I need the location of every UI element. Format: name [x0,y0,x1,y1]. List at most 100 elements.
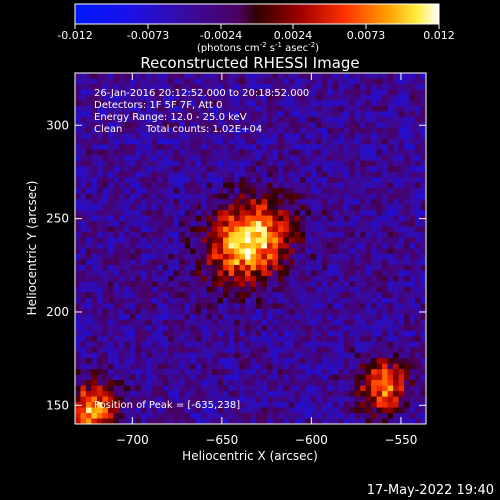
heatmap-cell [80,127,87,134]
heatmap-cell [146,204,153,211]
heatmap-cell [140,325,147,332]
heatmap-cell [365,336,372,343]
heatmap-cell [245,133,251,140]
heatmap-cell [151,347,158,354]
heatmap-cell [223,347,229,354]
heatmap-cell [228,133,235,140]
heatmap-cell [75,363,81,370]
heatmap-cell [80,160,87,167]
heatmap-cell [327,237,334,244]
heatmap-cell [146,275,153,282]
heatmap-cell [288,275,295,282]
heatmap-cell [376,248,383,255]
heatmap-cell [409,281,416,288]
heatmap-cell [118,232,125,238]
heatmap-cell [288,352,295,359]
heatmap-cell [135,418,142,425]
heatmap-cell [173,325,180,332]
heatmap-cell [371,380,377,386]
heatmap-cell [332,341,339,348]
heatmap-cell [415,138,421,145]
heatmap-cell [157,369,164,375]
heatmap-cell [140,210,147,216]
heatmap-cell [217,226,224,233]
heatmap-cell [75,297,81,304]
heatmap-cell [382,204,388,211]
heatmap-cell [124,418,131,425]
heatmap-cell [228,286,235,293]
heatmap-cell [75,369,81,375]
heatmap-cell [382,127,388,134]
heatmap-cell [393,127,399,134]
heatmap-cell [151,116,158,123]
heatmap-cell [327,182,334,189]
heatmap-cell [234,341,240,348]
heatmap-cell [338,259,345,266]
heatmap-cell [85,253,92,260]
heatmap-cell [305,270,312,277]
heatmap-cell [168,188,175,194]
heatmap-cell [250,127,257,134]
heatmap-cell [91,232,98,238]
heatmap-cell [354,385,361,392]
heatmap-cell [360,314,367,321]
heatmap-cell [321,188,328,194]
heatmap-cell [349,226,356,233]
heatmap-cell [376,325,383,332]
heatmap-cell [255,111,262,118]
heatmap-cell [393,226,399,233]
heatmap-cell [135,149,142,156]
heatmap-cell [360,155,367,162]
heatmap-cell [343,182,350,189]
heatmap-cell [409,391,416,397]
heatmap-cell [305,221,312,227]
heatmap-cell [294,319,301,326]
heatmap-cell [266,78,273,85]
heatmap-cell [195,138,202,145]
heatmap-cell [343,188,350,194]
heatmap-cell [239,111,246,118]
heatmap-cell [179,138,186,145]
heatmap-cell [266,264,273,271]
heatmap-cell [96,264,103,271]
heatmap-cell [239,221,246,227]
heatmap-cell [151,413,158,419]
heatmap-cell [151,407,158,414]
heatmap-cell [310,215,317,222]
heatmap-cell [239,319,246,326]
heatmap-cell [365,253,372,260]
heatmap-cell [393,391,399,397]
heatmap-cell [135,116,142,123]
heatmap-cell [184,407,191,414]
heatmap-cell [288,232,295,238]
heatmap-cell [376,105,383,112]
heatmap-cell [80,407,87,414]
heatmap-cell [349,275,356,282]
heatmap-cell [223,281,229,288]
heatmap-cell [162,253,169,260]
heatmap-cell [261,160,268,167]
heatmap-cell [80,122,87,129]
heatmap-cell [195,314,202,321]
heatmap-cell [310,193,317,200]
heatmap-cell [404,303,410,310]
heatmap-cell [398,325,405,332]
heatmap-cell [135,253,142,260]
heatmap-cell [283,199,290,205]
heatmap-cell [129,374,136,381]
heatmap-cell [140,248,147,255]
heatmap-cell [80,232,87,238]
heatmap-cell [102,352,109,359]
heatmap-cell [310,177,317,184]
heatmap-cell [179,336,186,343]
heatmap-cell [349,336,356,343]
heatmap-cell [190,248,196,255]
heatmap-cell [140,182,147,189]
heatmap-cell [217,122,224,129]
heatmap-cell [316,374,323,381]
heatmap-cell [365,319,372,326]
heatmap-cell [305,248,312,255]
heatmap-cell [316,127,323,134]
heatmap-cell [157,149,164,156]
heatmap-cell [349,133,356,140]
